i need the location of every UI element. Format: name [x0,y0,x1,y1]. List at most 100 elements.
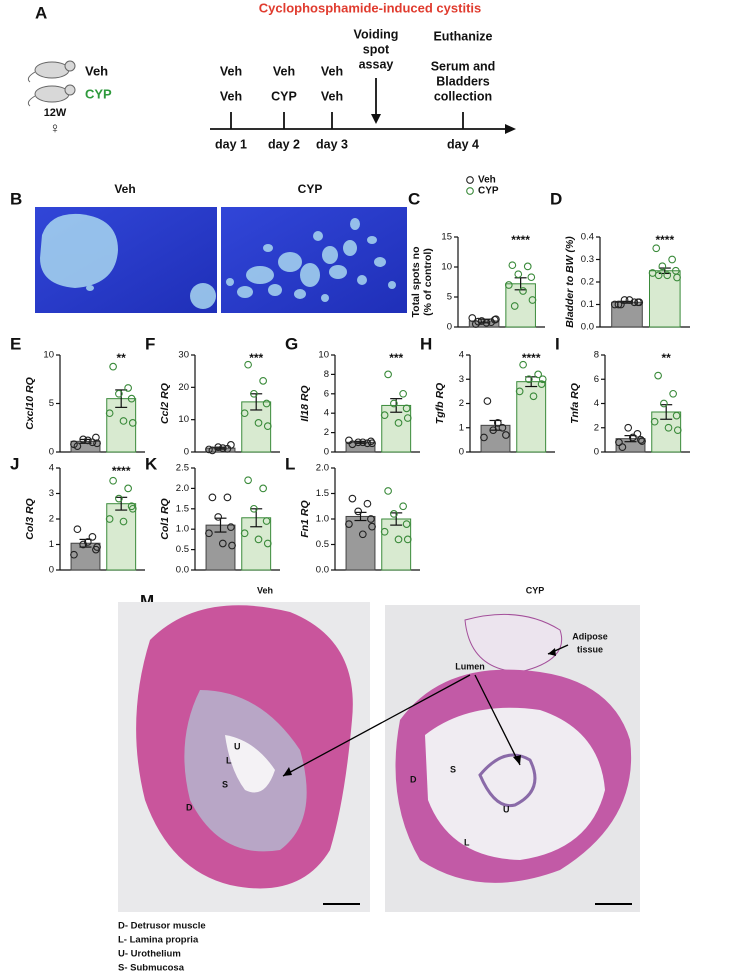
data-point [471,320,480,328]
data-point [348,494,357,503]
data-point [480,433,488,442]
layer-code: L [226,755,232,765]
data-point [660,399,668,408]
mouse-icons [27,60,76,107]
panel-letter: K [145,454,158,473]
error-bar [214,517,227,533]
data-point [624,423,633,432]
data-point [384,487,392,495]
y-tick-label: 0.2 [581,277,594,288]
bar-chart: K 0.0 0.5 1.0 1.5 2.0 2.5 Col1 RQ [145,454,280,576]
data-point [628,433,637,442]
panel-letter: F [145,334,155,353]
y-axis-label: Total spots no [410,247,422,318]
data-point [262,517,271,525]
submucosa [425,707,605,860]
data-point [218,539,227,548]
bar-chart: I 0 2 4 6 8 Tnfa RQ ** [555,334,690,458]
urine-spots [40,213,396,309]
data-point [615,438,623,447]
y-tick-label: 2 [594,422,599,433]
bar [106,503,137,571]
data-point [250,389,258,398]
data-point [105,409,114,418]
data-point [358,530,367,539]
y-axis-label: Tnfa RQ [569,383,581,424]
data-point [380,527,389,536]
image-label: CYP [526,585,545,595]
y-tick-label: 6 [594,374,599,385]
y-axis-label: Col3 RQ [24,498,36,539]
y-tick-label: 0.4 [581,232,594,243]
data-point [127,394,136,403]
bar [516,381,547,453]
significance: ** [117,351,127,365]
y-axis-label: Fn1 RQ [299,500,311,537]
timeline [210,78,505,130]
adipose [464,613,562,673]
panel-a: A Cyclophosphamide-induced cystitis Veh … [27,0,516,137]
data-point [240,409,249,418]
bar [345,515,376,571]
data-point [492,315,500,324]
data-point [528,296,537,304]
y-axis-label: Tgfb RQ [434,383,446,424]
data-point [79,435,88,444]
data-point [537,380,546,388]
data-point [354,507,363,516]
panel-b: B Veh CYP [10,182,407,313]
data-point [658,262,667,271]
y-axis-label: Ccl2 RQ [159,383,171,424]
bar-chart: E 0 5 10 Cxcl10 RQ ** [10,334,145,458]
data-point [519,360,527,369]
panel-letter: A [35,3,47,22]
data-point [672,411,681,420]
y-tick-label: 5 [49,398,54,409]
assay-label: Voiding [354,27,399,41]
bar-chart: J 0 1 2 3 4 Col3 RQ **** [10,454,145,576]
end-line: collection [434,89,492,103]
panel-letter: C [408,189,420,208]
image-label: Veh [114,182,135,196]
bar-chart: L 0.0 0.5 1.0 1.5 2.0 Fn1 RQ [285,454,420,576]
y-tick-label: 4 [49,463,54,474]
data-point [259,484,267,493]
data-point [124,384,132,392]
data-point [254,535,263,544]
data-point [403,535,412,544]
age-label: 12W [44,107,67,119]
data-point [630,298,639,307]
data-point [92,433,100,442]
legend-text: D- Detrusor muscle [118,921,206,932]
data-point [635,298,644,307]
timeline-bottom: CYP [271,89,297,103]
y-tick-label: 10 [441,262,452,273]
legend-label: Veh [478,175,496,186]
error-bar [514,277,527,291]
data-point [390,399,398,408]
urothelium [478,753,537,808]
panel-letter: H [420,334,432,353]
panel-m: M Veh CYP Lumen Adipose tissue U L S D D… [118,585,640,912]
data-point [363,499,372,508]
bar-chart: F 0 10 20 30 Ccl2 RQ *** [145,334,280,458]
annotation: tissue [577,644,603,654]
data-point [527,273,536,282]
data-point [384,370,392,379]
panel-letter: E [10,334,21,353]
timeline-top: Veh [220,64,242,78]
data-point [223,493,232,502]
layer-code: D [186,802,193,812]
arrow-head [371,114,381,124]
y-tick-label: 0.5 [316,539,329,550]
image-label: Veh [257,585,273,595]
y-tick-label: 0 [447,322,452,333]
y-tick-label: 4 [459,350,464,361]
y-tick-label: 0.0 [581,322,594,333]
data-point [83,538,92,546]
significance: **** [655,233,674,247]
legend-marker [466,176,474,184]
data-point [367,437,375,446]
layer-code: U [234,741,241,751]
data-point [502,431,510,439]
